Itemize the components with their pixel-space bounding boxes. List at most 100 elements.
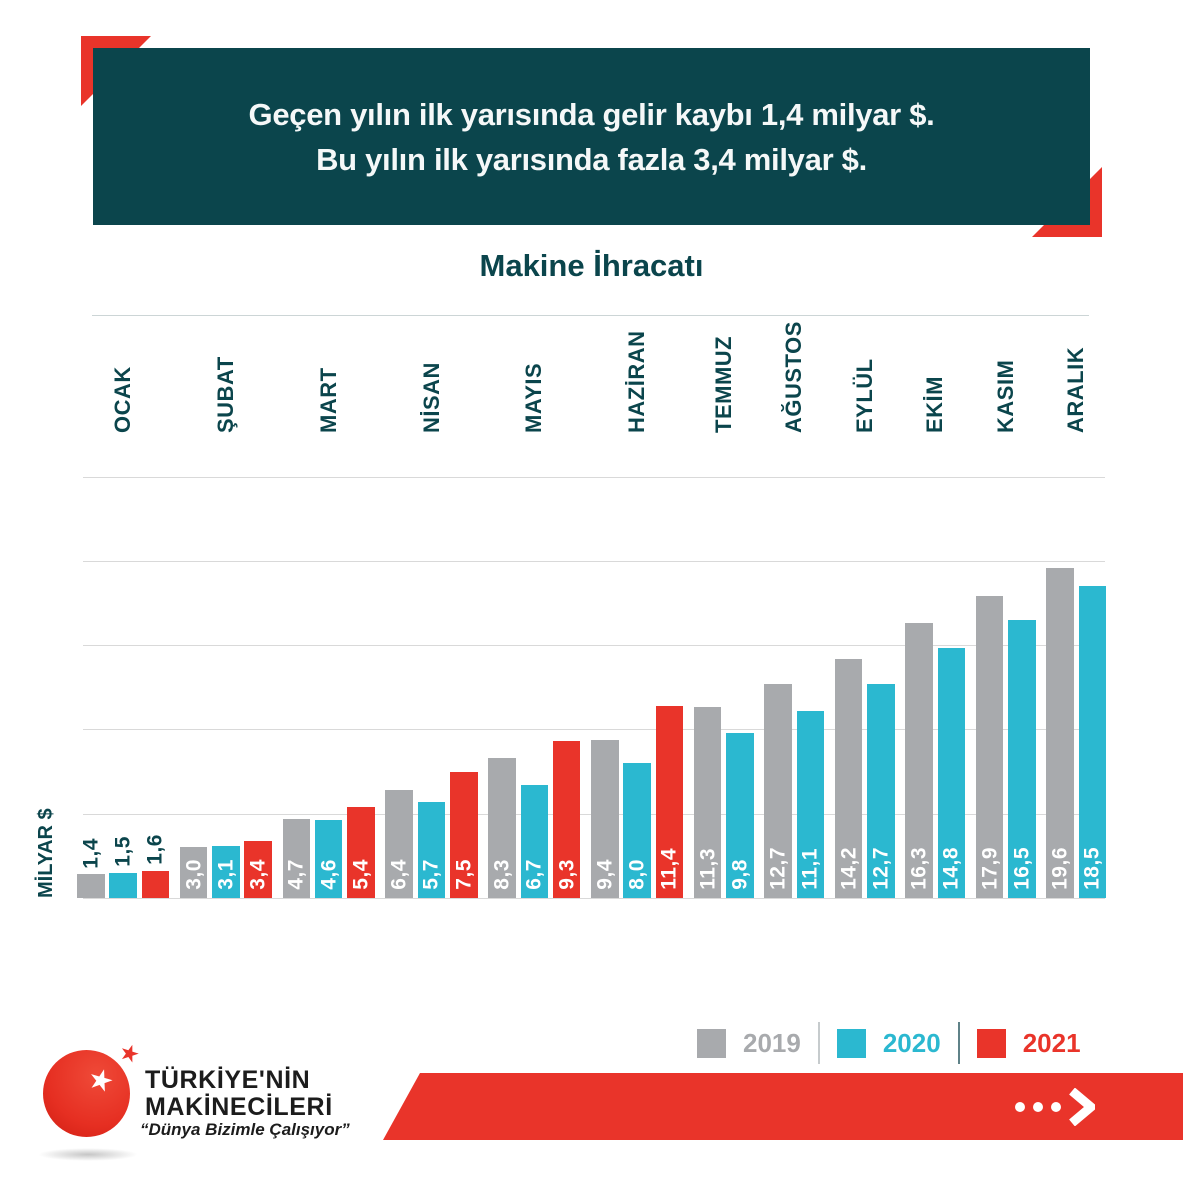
bar-2019-ni̇san: 6,4: [385, 790, 413, 898]
legend-label-2020: 2020: [882, 1027, 941, 1058]
gridline: [83, 898, 1105, 899]
bar-value-label: 1,4: [79, 837, 103, 869]
bar-2020-şubat: 3,1: [212, 845, 240, 898]
bar-value-label: 3,4: [246, 859, 270, 890]
bar-value-label: 4,6: [317, 859, 341, 890]
legend-swatch-2019: [697, 1028, 726, 1058]
brand-logo-circle: [43, 1050, 130, 1137]
bar-value-label: 8,3: [490, 859, 514, 890]
bar-value-label: 7,5: [452, 859, 476, 890]
bar-value-label: 1,6: [143, 834, 167, 866]
bar-2020-eylül: 12,7: [867, 683, 895, 898]
bar-2019-ocak: 1,4: [77, 838, 105, 898]
gridline: [83, 476, 1105, 478]
headline-line2: Bu yılın ilk yarısında fazla 3,4 milyar …: [316, 141, 867, 177]
bar-2021-hazi̇ran: 11,4: [655, 705, 684, 898]
bar-2020-eki̇m: 14,8: [937, 648, 966, 898]
month-label-ağustos: AĞUSTOS: [781, 321, 807, 433]
title-separator-line: [92, 315, 1089, 316]
bar-2021-şubat: 3,4: [244, 840, 272, 898]
bar-2020-ocak: 1,5: [109, 836, 137, 898]
bar-value-label: 16,5: [1010, 847, 1034, 890]
bar-2021-mart: 5,4: [347, 806, 375, 898]
bar-2019-hazi̇ran: 9,4: [591, 739, 619, 898]
month-label-temmuz: TEMMUZ: [710, 335, 736, 433]
bar-value-label: 3,0: [182, 859, 206, 890]
bar-value-label: 14,8: [939, 847, 963, 890]
chart-legend: 2019 2020 2021: [697, 1022, 1081, 1064]
bar-value-label: 9,4: [593, 859, 617, 890]
bar-value-label: 6,7: [522, 859, 546, 890]
bar-2020-aralik: 18,5: [1078, 586, 1107, 898]
dots-chevron-right-icon[interactable]: [1015, 1087, 1095, 1126]
legend-swatch-2020: [836, 1028, 866, 1058]
bar-2019-eylül: 14,2: [834, 658, 863, 898]
bar-value-label: 1,5: [111, 836, 135, 867]
chart-title: Makine İhracatı: [479, 248, 704, 283]
bar-2020-hazi̇ran: 8,0: [623, 763, 651, 898]
month-label-aralik: ARALIK: [1063, 346, 1089, 433]
bar-value-label: 16,3: [907, 847, 931, 890]
bar-2020-mart: 4,6: [314, 820, 343, 898]
brand-name-line2: MAKİNECİLERİ: [145, 1093, 333, 1121]
logo-shadow: [38, 1148, 138, 1161]
month-label-şubat: ŞUBAT: [212, 356, 238, 433]
gridline: [83, 645, 1105, 647]
month-label-eylül: EYLÜL: [851, 358, 877, 433]
bar-value-label: 5,4: [349, 859, 373, 890]
bar-2019-şubat: 3,0: [179, 847, 208, 898]
legend-separator: [957, 1022, 960, 1064]
bar-2019-aralik: 19,6: [1046, 567, 1074, 898]
bar-2019-mayis: 8,3: [488, 758, 516, 898]
bar-2020-mayis: 6,7: [520, 785, 549, 898]
dot-icon: [1033, 1101, 1043, 1112]
month-label-kasim: KASIM: [992, 359, 1018, 433]
month-label-mayis: MAYIS: [521, 362, 547, 433]
bar-2020-ağustos: 11,1: [796, 710, 825, 898]
legend-swatch-2021: [976, 1028, 1006, 1058]
dot-icon: [1015, 1101, 1025, 1112]
bar-2019-mart: 4,7: [282, 818, 311, 898]
legend-separator: [817, 1022, 820, 1064]
bar-value-label: 6,4: [387, 859, 411, 890]
bar-value-label: 11,1: [798, 848, 822, 890]
gridline: [83, 729, 1105, 731]
bar-value-label: 12,7: [766, 847, 790, 890]
month-label-ni̇san: NİSAN: [418, 362, 444, 433]
legend-label-2021: 2021: [1022, 1027, 1081, 1058]
bar-value-label: 9,3: [555, 859, 579, 890]
bar-2021-ocak: 1,6: [141, 834, 170, 898]
bar-value-label: 18,5: [1080, 847, 1104, 890]
bar-value-label: 5,7: [419, 859, 443, 890]
bar-value-label: 11,4: [657, 848, 681, 890]
bar-2019-kasim: 17,9: [975, 596, 1004, 898]
bar-2019-eki̇m: 16,3: [905, 623, 933, 898]
bottom-ribbon: [383, 1073, 1183, 1140]
bar-2021-mayis: 9,3: [552, 741, 581, 898]
bar-value-label: 8,0: [625, 859, 649, 890]
gridline: [83, 560, 1105, 562]
headline-line1: Geçen yılın ilk yarısında gelir kaybı 1,…: [248, 96, 935, 132]
legend-label-2019: 2019: [743, 1027, 801, 1058]
bar-value-label: 19,6: [1048, 847, 1072, 890]
headline-banner: Geçen yılın ilk yarısında gelir kaybı 1,…: [93, 48, 1090, 225]
bar-value-label: 17,9: [978, 847, 1002, 890]
bar-value-label: 3,1: [214, 859, 238, 890]
dot-icon: [1051, 1101, 1061, 1112]
bar-2020-ni̇san: 5,7: [417, 801, 446, 898]
bar-value-label: 9,8: [728, 859, 752, 890]
bar-2019-ağustos: 12,7: [764, 683, 792, 898]
bar-value-label: 11,3: [696, 848, 720, 890]
month-label-eki̇m: EKİM: [922, 376, 948, 433]
bar-value-label: 14,2: [837, 847, 861, 890]
chevron-right-icon: [1069, 1087, 1095, 1126]
month-label-ocak: OCAK: [110, 366, 136, 433]
bar-2019-temmuz: 11,3: [693, 707, 722, 898]
month-label-hazi̇ran: HAZİRAN: [624, 330, 650, 434]
bar-value-label: 12,7: [869, 847, 893, 890]
month-label-mart: MART: [315, 367, 341, 433]
brand-tagline: “Dünya Bizimle Çalışıyor”: [140, 1120, 350, 1139]
bar-2020-temmuz: 9,8: [726, 732, 754, 898]
